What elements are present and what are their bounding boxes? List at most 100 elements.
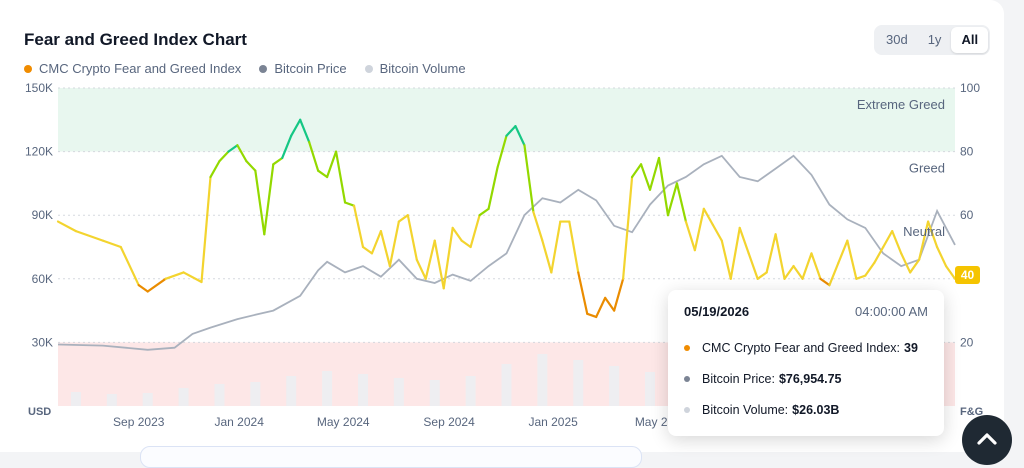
fear-greed-chart[interactable]: Extreme Greed Greed Neutral 30K 60K 90K 120K 15… [0, 0, 1004, 452]
fear-greed-segment [613, 277, 625, 312]
fear-greed-segment [684, 220, 696, 252]
tooltip-row-bitcoin-volume: Bitcoin Volume: $26.03B [684, 403, 928, 417]
fear-greed-segment [326, 150, 338, 179]
volume-bar [573, 360, 584, 406]
range-button-all[interactable]: All [951, 27, 989, 53]
fear-greed-segment [496, 134, 508, 169]
fear-greed-segment [227, 144, 239, 153]
fear-greed-segment [882, 230, 894, 249]
fear-greed-segment [415, 258, 427, 280]
fear-greed-segment [397, 214, 409, 223]
chart-legend: CMC Crypto Fear and Greed Index Bitcoin … [24, 61, 466, 76]
chart-title: Fear and Greed Index Chart [24, 30, 247, 49]
volume-bar [322, 371, 333, 406]
fear-greed-segment [550, 220, 562, 274]
fear-greed-segment [604, 296, 616, 312]
fear-greed-segment [568, 220, 580, 274]
x-axis-tick: May 20 [635, 415, 675, 429]
tooltip-row-fear-greed: CMC Crypto Fear and Greed Index: 39 [684, 341, 928, 355]
fear-greed-segment [747, 252, 759, 280]
volume-bar [393, 378, 404, 406]
fear-greed-segment [873, 245, 885, 264]
fear-greed-segment [299, 118, 311, 144]
volume-bar [178, 388, 189, 406]
fear-greed-segment [819, 277, 831, 287]
x-axis-tick: Sep 2024 [423, 415, 475, 429]
legend-label: CMC Crypto Fear and Greed Index [39, 61, 242, 76]
fear-greed-segment [693, 207, 705, 252]
volume-bar [106, 394, 117, 406]
fear-greed-segment [469, 214, 481, 249]
fear-greed-segment [334, 150, 347, 204]
fear-greed-segment [523, 144, 535, 214]
price-line [57, 154, 956, 351]
fear-greed-segment [828, 261, 840, 287]
y-axis-right-tick: 20 [960, 335, 974, 349]
fear-greed-segment [361, 245, 374, 255]
fear-greed-segment [622, 175, 634, 280]
tooltip-time: 04:00:00 AM [855, 304, 928, 319]
legend-item-bitcoin-price[interactable]: Bitcoin Price [259, 61, 347, 76]
fear-greed-segment [729, 226, 741, 280]
fear-greed-segment [442, 226, 454, 290]
volume-bar [250, 382, 261, 406]
bottom-toggle-pill[interactable] [140, 446, 642, 468]
tooltip-label: Bitcoin Price: [702, 372, 775, 386]
fear-greed-segment [146, 277, 167, 293]
fear-greed-segment [388, 220, 400, 268]
fear-greed-segment [505, 125, 517, 137]
fear-greed-segment [577, 271, 589, 315]
tooltip-value: 39 [904, 341, 918, 355]
volume-bar [645, 372, 656, 406]
zone-label: Greed [909, 161, 945, 176]
y-axis-right-tick: 80 [960, 145, 974, 159]
scroll-to-top-button[interactable] [962, 415, 1012, 465]
fear-greed-segment [74, 230, 104, 242]
fear-greed-segment [657, 156, 670, 217]
fear-greed-segment [317, 169, 329, 179]
y-axis-left-tick: 90K [32, 208, 53, 222]
fear-greed-segment [424, 239, 436, 280]
fear-greed-segment [433, 239, 445, 290]
legend-dot-icon [24, 64, 32, 73]
range-button-30d[interactable]: 30d [886, 32, 908, 47]
zone-label: Neutral [903, 224, 945, 239]
fear-greed-segment [281, 134, 293, 160]
fear-greed-segment [783, 264, 795, 280]
axes: Extreme Greed Greed Neutral 30K 60K 90K 120K 15… [25, 81, 983, 429]
fear-greed-segment [792, 264, 804, 280]
fear-greed-segment [801, 252, 813, 280]
volume-bar [214, 384, 225, 406]
fear-greed-segment [720, 239, 732, 280]
fear-greed-line [56, 118, 957, 319]
y-axis-right-tick: 60 [960, 208, 974, 222]
legend-dot-icon [259, 64, 268, 73]
x-axis-tick: Sep 2023 [113, 415, 165, 429]
tooltip-value: $76,954.75 [778, 372, 842, 386]
volume-bar [70, 392, 81, 406]
fear-greed-segment [352, 204, 365, 249]
volume-bar [465, 376, 476, 406]
legend-item-bitcoin-volume[interactable]: Bitcoin Volume [364, 61, 466, 76]
fear-greed-segment [711, 223, 723, 242]
fear-greed-segment [944, 264, 957, 280]
fear-greed-segment [137, 284, 149, 293]
range-button-1y[interactable]: 1y [927, 32, 942, 47]
fear-greed-segment [666, 182, 679, 217]
fear-greed-segment [909, 258, 921, 274]
legend-item-fear-greed[interactable]: CMC Crypto Fear and Greed Index [24, 61, 241, 76]
fear-greed-segment [810, 252, 822, 280]
fear-greed-segment [595, 296, 607, 319]
volume-bar [537, 354, 548, 406]
fear-greed-segment [756, 271, 768, 280]
chevron-up-icon [977, 433, 997, 445]
fear-greed-segment [532, 210, 544, 242]
fear-greed-segment [541, 239, 553, 274]
fear-greed-segment [702, 207, 714, 226]
fear-greed-segment [864, 261, 876, 277]
zone-label: Extreme Greed [857, 97, 945, 112]
legend-label: Bitcoin Volume [379, 61, 466, 76]
fear-greed-segment [935, 245, 948, 268]
zone-band [58, 88, 955, 152]
fear-greed-segment [900, 252, 912, 274]
